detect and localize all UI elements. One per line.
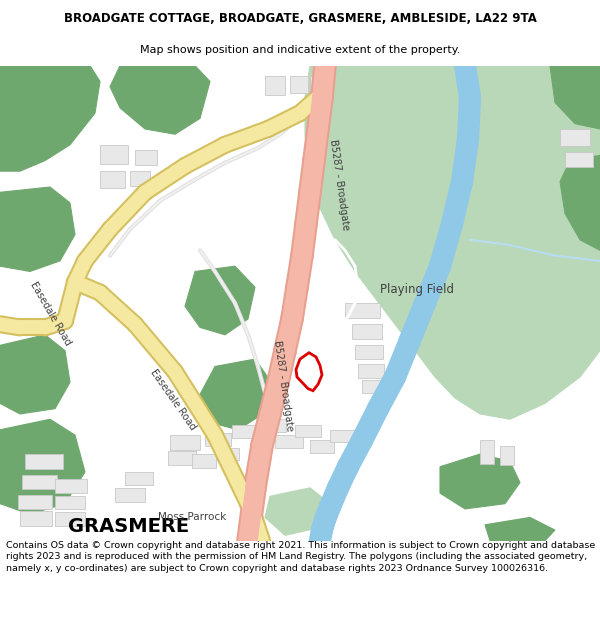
FancyBboxPatch shape [170, 435, 200, 450]
FancyBboxPatch shape [20, 511, 52, 526]
FancyBboxPatch shape [115, 488, 145, 502]
Polygon shape [485, 518, 555, 541]
FancyBboxPatch shape [355, 346, 383, 359]
Text: BROADGATE COTTAGE, BROADGATE, GRASMERE, AMBLESIDE, LA22 9TA: BROADGATE COTTAGE, BROADGATE, GRASMERE, … [64, 12, 536, 25]
FancyBboxPatch shape [310, 441, 334, 453]
FancyBboxPatch shape [345, 303, 380, 318]
FancyBboxPatch shape [565, 152, 593, 167]
Text: GRASMERE: GRASMERE [68, 517, 189, 536]
FancyBboxPatch shape [310, 76, 332, 93]
FancyBboxPatch shape [55, 496, 85, 509]
FancyBboxPatch shape [330, 430, 358, 442]
FancyBboxPatch shape [100, 171, 125, 188]
Text: Easedale Road: Easedale Road [148, 368, 197, 432]
FancyBboxPatch shape [358, 364, 384, 378]
FancyBboxPatch shape [25, 454, 63, 469]
FancyBboxPatch shape [500, 446, 514, 464]
FancyBboxPatch shape [205, 433, 231, 446]
FancyBboxPatch shape [560, 129, 590, 146]
FancyBboxPatch shape [275, 435, 303, 447]
FancyBboxPatch shape [100, 145, 128, 164]
FancyBboxPatch shape [192, 454, 216, 468]
FancyBboxPatch shape [22, 475, 57, 489]
Polygon shape [305, 66, 600, 419]
Polygon shape [550, 66, 600, 129]
FancyBboxPatch shape [135, 150, 157, 165]
FancyBboxPatch shape [260, 419, 286, 432]
Polygon shape [185, 266, 255, 335]
FancyBboxPatch shape [362, 380, 386, 393]
Text: B5287 - Broadgate: B5287 - Broadgate [272, 339, 295, 432]
Text: Playing Field: Playing Field [380, 282, 454, 296]
Text: Moss Parrock: Moss Parrock [158, 511, 226, 521]
Text: Easedale Road: Easedale Road [28, 280, 73, 348]
Polygon shape [440, 454, 520, 509]
FancyBboxPatch shape [290, 76, 308, 93]
Polygon shape [0, 66, 100, 171]
Polygon shape [265, 488, 330, 536]
FancyBboxPatch shape [18, 495, 52, 509]
FancyBboxPatch shape [215, 448, 239, 461]
FancyBboxPatch shape [352, 324, 382, 339]
FancyBboxPatch shape [55, 479, 87, 493]
Text: Contains OS data © Crown copyright and database right 2021. This information is : Contains OS data © Crown copyright and d… [6, 541, 595, 573]
Text: B5287 - Broadgate: B5287 - Broadgate [328, 139, 350, 231]
FancyBboxPatch shape [480, 441, 494, 464]
FancyBboxPatch shape [265, 76, 285, 95]
FancyBboxPatch shape [130, 171, 150, 186]
FancyBboxPatch shape [55, 512, 85, 526]
FancyBboxPatch shape [125, 472, 153, 484]
Polygon shape [0, 419, 85, 514]
Polygon shape [0, 335, 70, 414]
FancyBboxPatch shape [295, 424, 321, 437]
Polygon shape [560, 156, 600, 251]
Polygon shape [198, 359, 270, 430]
Polygon shape [0, 187, 75, 271]
Text: Map shows position and indicative extent of the property.: Map shows position and indicative extent… [140, 45, 460, 55]
FancyBboxPatch shape [232, 424, 260, 438]
Polygon shape [110, 66, 210, 134]
FancyBboxPatch shape [168, 451, 196, 464]
